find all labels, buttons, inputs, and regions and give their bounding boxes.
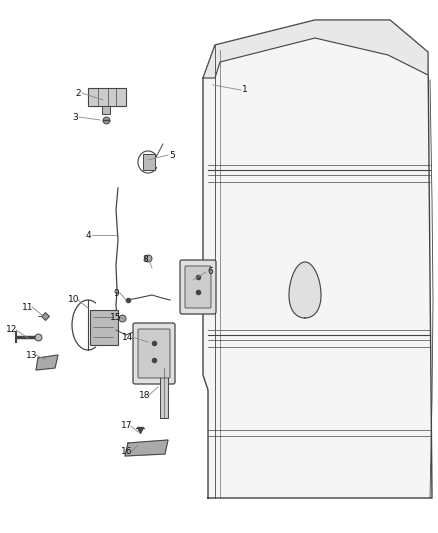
FancyBboxPatch shape xyxy=(90,310,118,345)
Text: 5: 5 xyxy=(169,150,175,159)
Text: 10: 10 xyxy=(68,295,80,304)
Text: 9: 9 xyxy=(113,288,119,297)
Text: 11: 11 xyxy=(22,303,34,311)
Text: 17: 17 xyxy=(121,422,133,431)
Polygon shape xyxy=(36,355,58,370)
FancyBboxPatch shape xyxy=(138,329,170,378)
Text: 16: 16 xyxy=(121,448,133,456)
Text: 6: 6 xyxy=(207,268,213,277)
Polygon shape xyxy=(289,262,321,318)
FancyBboxPatch shape xyxy=(102,106,110,114)
Text: 15: 15 xyxy=(110,312,122,321)
Text: 3: 3 xyxy=(72,112,78,122)
Polygon shape xyxy=(203,20,428,78)
Text: 2: 2 xyxy=(75,88,81,98)
FancyBboxPatch shape xyxy=(133,323,175,384)
Text: 8: 8 xyxy=(142,255,148,264)
FancyBboxPatch shape xyxy=(180,260,216,314)
Text: 18: 18 xyxy=(139,391,151,400)
Text: 12: 12 xyxy=(6,326,18,335)
FancyBboxPatch shape xyxy=(88,88,126,106)
Text: 1: 1 xyxy=(242,85,248,94)
Text: 13: 13 xyxy=(26,351,38,359)
Text: 4: 4 xyxy=(85,230,91,239)
Text: 14: 14 xyxy=(122,333,134,342)
FancyBboxPatch shape xyxy=(143,154,155,170)
Polygon shape xyxy=(203,20,432,498)
Polygon shape xyxy=(125,440,168,456)
FancyBboxPatch shape xyxy=(185,266,211,308)
FancyBboxPatch shape xyxy=(160,368,168,418)
